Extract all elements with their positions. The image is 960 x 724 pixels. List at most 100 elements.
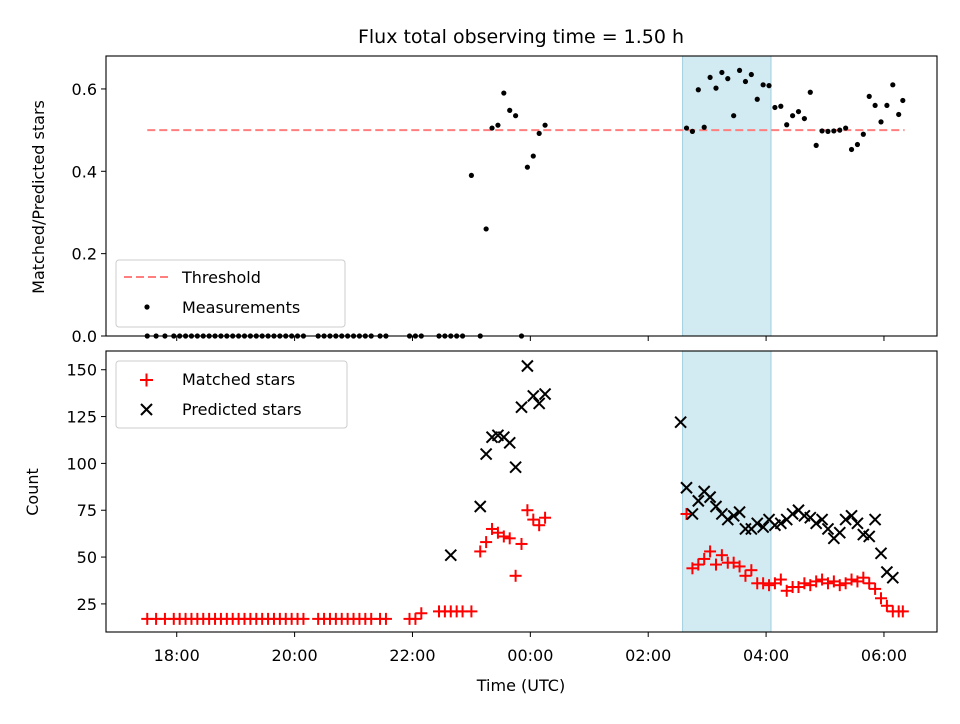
- x-tick-label: 18:00: [154, 646, 200, 665]
- matched-point: [733, 560, 746, 573]
- predicted-point: [733, 505, 746, 519]
- measurement-point: [736, 67, 743, 74]
- measurement-point: [468, 172, 475, 179]
- matched-point: [709, 558, 722, 571]
- matched-point: [857, 571, 870, 584]
- x-tick-label: 20:00: [272, 646, 318, 665]
- matched-point: [739, 569, 752, 582]
- measurement-point: [854, 141, 861, 148]
- predicted-point: [515, 400, 528, 414]
- measurement-point: [754, 96, 760, 102]
- y-tick-label: 0.2: [72, 245, 97, 264]
- predicted-point: [479, 447, 493, 461]
- y-tick-label: 150: [66, 361, 97, 380]
- measurement-point: [766, 83, 772, 89]
- y-tick-label: 50: [77, 548, 97, 567]
- measurement-point: [878, 119, 884, 125]
- measurement-point: [831, 128, 837, 134]
- measurement-point: [513, 113, 519, 119]
- matched-point: [833, 579, 846, 592]
- predicted-point: [686, 507, 699, 521]
- measurement-point: [795, 108, 802, 115]
- top-legend: Threshold Measurements: [115, 259, 346, 328]
- bottom-y-ticks: 25 50 75 100 125 150: [66, 361, 106, 614]
- chart-title: Flux total observing time = 1.50 h: [358, 26, 684, 48]
- bottom-highlight-span: [682, 350, 772, 633]
- top-plot-frame: [105, 55, 938, 337]
- predicted-point: [863, 530, 876, 543]
- matched-point: [503, 532, 516, 545]
- measurement-point: [707, 74, 713, 81]
- y-tick-label: 125: [66, 408, 97, 427]
- predicted-point: [821, 522, 835, 536]
- predicted-point: [839, 513, 852, 526]
- matched-point: [774, 573, 787, 586]
- top-legend-box: [115, 259, 346, 328]
- measurement-point: [807, 89, 813, 95]
- predicted-point: [851, 517, 864, 530]
- measurement-point: [896, 111, 902, 118]
- measurement-point: [489, 125, 495, 131]
- predicted-point: [756, 520, 770, 534]
- predicted-point: [532, 397, 546, 410]
- measurement-point: [848, 146, 855, 153]
- top-measurement-points: [144, 67, 906, 339]
- measurement-point: [890, 82, 896, 88]
- measurement-point: [819, 128, 825, 134]
- x-tick-label: 06:00: [861, 646, 907, 665]
- legend-predicted-swatch: [140, 403, 153, 416]
- predicted-point: [874, 547, 888, 560]
- bottom-matched-points: [141, 504, 909, 625]
- matched-point: [297, 612, 310, 625]
- matched-point: [698, 552, 711, 565]
- measurement-point: [683, 125, 690, 131]
- y-tick-label: 0.4: [72, 162, 97, 181]
- y-tick-label: 75: [77, 501, 97, 520]
- predicted-point: [809, 517, 823, 530]
- predicted-point: [721, 513, 734, 526]
- matched-point: [880, 599, 893, 612]
- predicted-point: [692, 494, 705, 508]
- predicted-point: [845, 509, 858, 523]
- measurement-point: [884, 102, 890, 109]
- x-tick-label: 00:00: [507, 646, 553, 665]
- predicted-point: [509, 460, 522, 474]
- measurement-point: [837, 127, 843, 133]
- predicted-point: [774, 517, 788, 530]
- measurement-point: [760, 82, 766, 88]
- measurement-point: [860, 131, 866, 137]
- measurement-point: [719, 69, 725, 76]
- measurement-point: [495, 122, 501, 128]
- matched-point: [521, 504, 534, 517]
- matched-point: [863, 577, 876, 590]
- predicted-point: [709, 500, 723, 513]
- predicted-point: [727, 509, 740, 523]
- matched-point: [692, 558, 705, 571]
- matched-point: [480, 536, 493, 549]
- measurement-point: [713, 85, 719, 91]
- bottom-legend: Matched stars Predicted stars: [115, 360, 348, 429]
- matched-point: [465, 605, 478, 618]
- measurement-point: [695, 87, 701, 93]
- legend-measurements-label: Measurements: [182, 298, 300, 317]
- legend-threshold-label: Threshold: [181, 268, 261, 287]
- top-x-ticks: [176, 336, 885, 341]
- legend-matched-swatch: [140, 373, 153, 387]
- measurement-point: [542, 122, 548, 128]
- matched-point: [409, 612, 422, 625]
- measurement-point: [748, 71, 754, 78]
- measurement-point: [772, 104, 778, 111]
- matched-point: [821, 577, 834, 590]
- matched-point: [798, 577, 811, 590]
- legend-matched-label: Matched stars: [182, 370, 295, 389]
- y-tick-label: 100: [66, 454, 97, 473]
- matched-point: [680, 507, 693, 520]
- matched-point: [415, 607, 428, 620]
- bottom-y-axis-label: Count: [23, 468, 42, 516]
- matched-point: [497, 530, 510, 543]
- bottom-legend-box: [115, 360, 348, 429]
- predicted-point: [444, 548, 457, 562]
- y-tick-label: 0.6: [72, 80, 97, 99]
